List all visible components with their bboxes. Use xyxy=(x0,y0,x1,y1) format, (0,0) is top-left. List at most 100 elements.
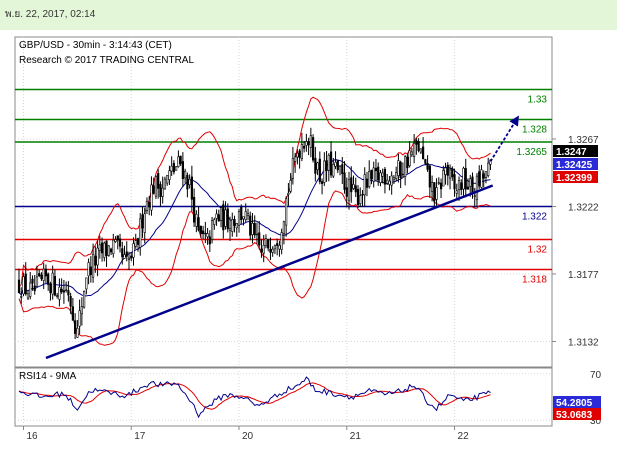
candle-body xyxy=(91,253,95,278)
candle-body xyxy=(74,320,77,334)
price-tick-label: 1.3267 xyxy=(568,135,599,146)
candle-body xyxy=(442,170,445,187)
candle-body xyxy=(150,184,153,211)
candle-body xyxy=(134,240,137,247)
candle-body xyxy=(125,251,128,257)
time-tick-label: 22 xyxy=(458,431,470,442)
candle-body xyxy=(444,167,447,175)
price-tick-label: 1.3177 xyxy=(568,270,599,281)
price-tag-label: 1.32425 xyxy=(556,160,593,171)
candle-body xyxy=(325,160,328,172)
candle-body xyxy=(356,188,360,206)
level-label: 1.322 xyxy=(522,212,547,223)
header-bar: พ.ย. 22, 2017, 02:14 xyxy=(0,0,617,30)
rsi-tag-box xyxy=(553,408,601,420)
candle-body xyxy=(320,181,324,184)
candle-body xyxy=(379,172,382,184)
candle-body xyxy=(278,245,281,250)
candle-body xyxy=(395,172,398,179)
level-label: 1.328 xyxy=(522,125,547,136)
candle-body xyxy=(33,285,36,292)
candle-body xyxy=(316,162,319,171)
candle-body xyxy=(466,186,470,190)
candle-body xyxy=(359,195,362,204)
candle-body xyxy=(78,310,81,327)
candle-body xyxy=(67,290,70,296)
candle-body xyxy=(424,159,427,164)
candle-body xyxy=(98,244,101,251)
candle-body xyxy=(413,142,416,157)
candle-body xyxy=(244,211,247,221)
candle-body xyxy=(388,180,391,185)
rsi-title: RSI14 - 9MA xyxy=(19,371,77,382)
candle-body xyxy=(298,150,301,158)
price-tag-box xyxy=(553,145,598,157)
chart-subtitle: Research © 2017 TRADING CENTRAL xyxy=(19,55,194,66)
candle-body xyxy=(51,272,54,295)
candle-body xyxy=(143,213,146,233)
candle-body xyxy=(473,195,476,197)
price-tag-label: 1.32399 xyxy=(556,173,593,184)
candle-body xyxy=(482,173,485,179)
candle-body xyxy=(352,184,355,189)
candle-body xyxy=(469,178,472,187)
candle-body xyxy=(85,277,88,290)
candle-body xyxy=(428,165,431,188)
candle-body xyxy=(177,156,180,167)
candle-body xyxy=(439,182,443,190)
candle-body xyxy=(145,200,149,211)
price-tick-label: 1.3132 xyxy=(568,338,599,349)
candle-body xyxy=(141,214,144,229)
candle-body xyxy=(271,248,274,253)
candle-body xyxy=(267,239,270,249)
candle-body xyxy=(408,150,411,167)
candle-body xyxy=(264,238,268,247)
candle-body xyxy=(29,282,32,297)
bollinger-upper xyxy=(18,96,491,288)
candle-body xyxy=(338,165,342,167)
candle-body xyxy=(80,306,83,315)
candle-body xyxy=(343,172,346,190)
candle-body xyxy=(60,288,63,293)
candle-body xyxy=(116,235,119,241)
candle-body xyxy=(136,238,140,245)
candle-body xyxy=(107,245,110,256)
candle-body xyxy=(222,204,225,231)
candle-body xyxy=(345,187,348,197)
rsi-tag-label: 54.2805 xyxy=(556,398,593,409)
rsi-grid xyxy=(15,368,552,426)
candle-body xyxy=(464,168,467,190)
candle-body xyxy=(123,254,126,259)
rsi-ma-line xyxy=(18,382,491,410)
candle-body xyxy=(31,278,34,284)
candle-body xyxy=(190,176,193,200)
time-tick-label: 20 xyxy=(242,431,254,442)
level-label: 1.3265 xyxy=(516,147,547,158)
candle-body xyxy=(20,296,23,298)
candle-body xyxy=(341,164,344,174)
candle-body xyxy=(224,209,227,227)
candle-body xyxy=(139,218,142,248)
candle-body xyxy=(40,274,43,280)
candle-body xyxy=(152,185,155,194)
candle-body xyxy=(451,168,454,178)
candle-body xyxy=(38,273,41,277)
candle-body xyxy=(455,190,458,194)
candle-body xyxy=(231,219,234,232)
candle-body xyxy=(154,176,158,197)
candle-body xyxy=(240,206,243,221)
candle-body xyxy=(235,223,238,229)
candle-body xyxy=(58,286,61,300)
candle-body xyxy=(208,236,211,245)
candle-body xyxy=(228,228,232,231)
candle-body xyxy=(484,171,488,178)
candle-body xyxy=(347,179,351,201)
candle-body xyxy=(175,166,178,171)
candle-body xyxy=(390,175,393,186)
candle-body xyxy=(307,141,310,146)
candle-body xyxy=(419,148,422,153)
candle-body xyxy=(56,295,59,297)
candle-body xyxy=(204,232,207,235)
candle-body xyxy=(166,175,169,184)
